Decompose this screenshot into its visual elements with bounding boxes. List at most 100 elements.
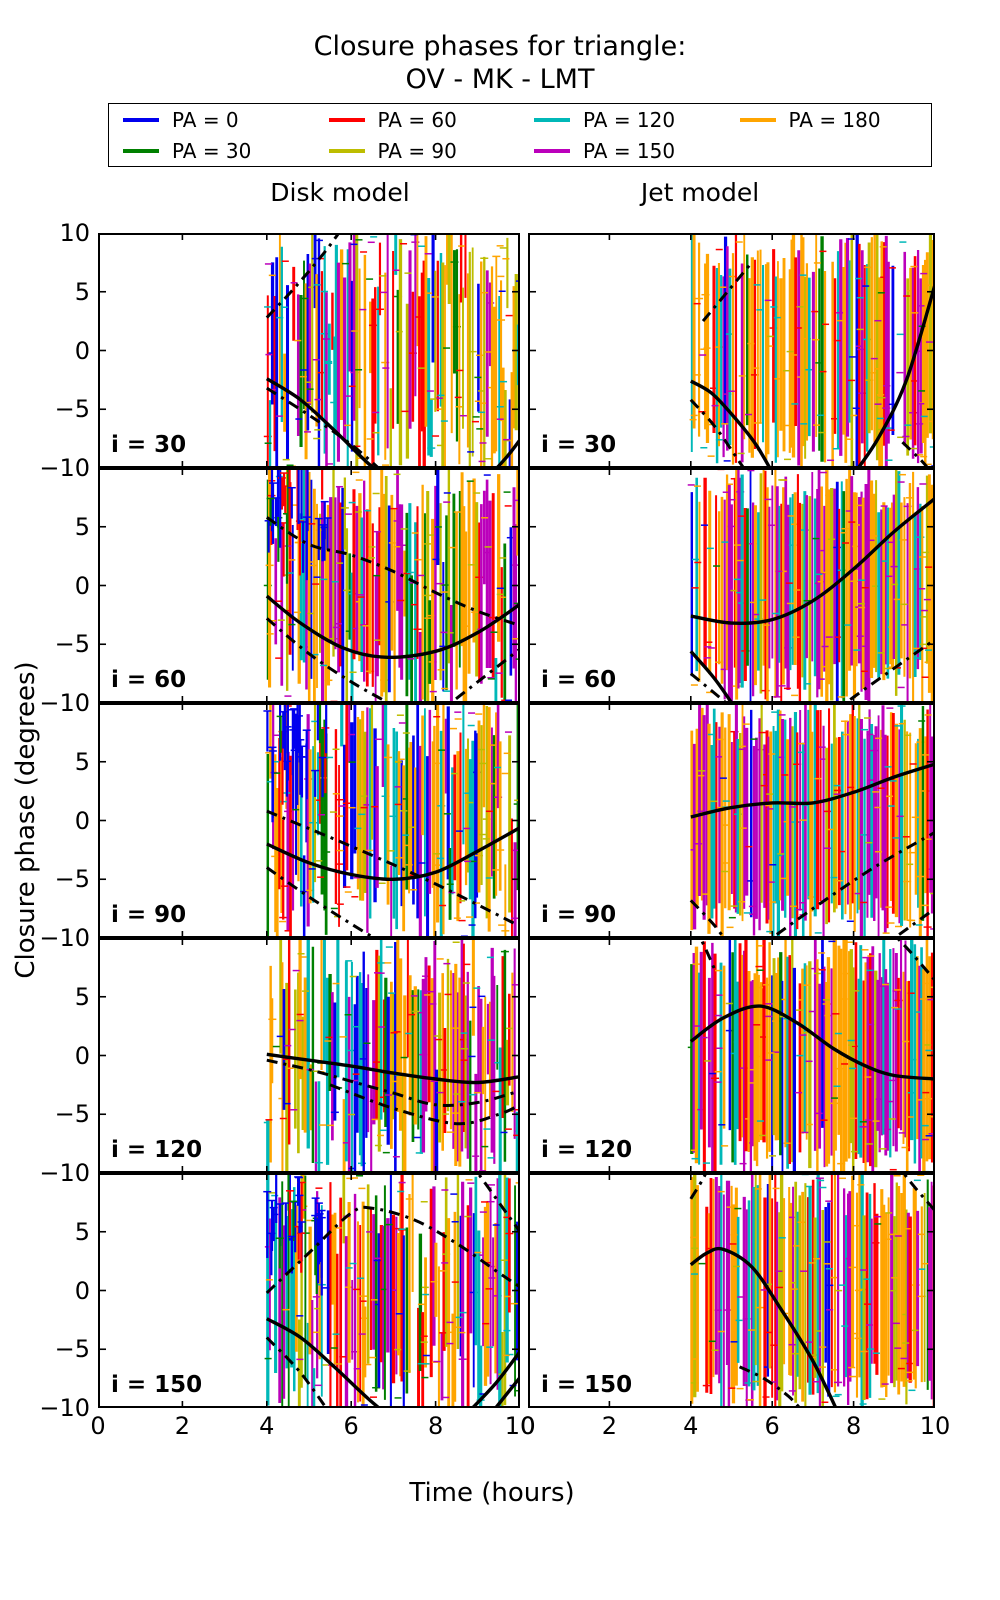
model-curve-solid	[689, 1246, 838, 1408]
model-curve-dashdot	[329, 1083, 520, 1126]
legend-label: PA = 180	[788, 107, 881, 132]
chart-title-line2: OV - MK - LMT	[405, 64, 595, 95]
panel-plot-area	[98, 233, 520, 468]
legend-item-pa30: PA = 30	[109, 139, 315, 163]
y-tick-label: −5	[54, 630, 90, 659]
panel-plot-area	[98, 1173, 520, 1408]
y-tick-label: −5	[54, 1335, 90, 1364]
y-tick-label: 0	[74, 806, 90, 835]
model-curve-dashdot	[689, 1173, 708, 1200]
model-curve-dashdot	[448, 647, 520, 703]
y-axis-label: Closure phase (degrees)	[11, 661, 41, 979]
panel-border	[98, 233, 520, 468]
model-curve-dashdot	[265, 1205, 520, 1294]
model-curve-dashdot	[689, 672, 729, 703]
x-tick-label: 2	[601, 1412, 618, 1440]
legend-line-swatch	[123, 117, 159, 122]
panel-jet-i90: i = 90	[528, 703, 935, 938]
panel-plot-area	[528, 938, 935, 1173]
noise-measurements	[687, 938, 935, 1173]
legend: PA = 0 PA = 60 PA = 120 PA = 180 PA = 30 PA =…	[108, 103, 932, 167]
x-tick-label: 2	[174, 1412, 191, 1440]
y-tick-label: −5	[54, 1100, 90, 1129]
y-tick-label: 5	[74, 277, 90, 306]
panel-jet-i30: i = 30	[528, 233, 935, 468]
panel-inclination-label: i = 30	[111, 432, 187, 458]
panel-plot-area	[528, 1173, 935, 1408]
x-tick-label: 4	[683, 1412, 699, 1440]
panel-disk-i60: i = 60	[98, 468, 520, 703]
panel-border	[98, 703, 520, 938]
model-curve-solid	[494, 438, 520, 468]
model-curve-solid	[689, 1004, 935, 1081]
panel-jet-i150: i = 150	[528, 1173, 935, 1408]
legend-item-pa0: PA = 0	[109, 108, 315, 132]
panel-disk-i30: i = 30	[98, 233, 520, 468]
legend-item-pa150: PA = 150	[520, 139, 726, 163]
noise-measurements	[689, 233, 935, 468]
model-curve-solid	[690, 497, 935, 626]
panel-border	[528, 938, 935, 1173]
legend-line-swatch	[328, 117, 365, 122]
model-curve-dashdot	[265, 516, 520, 627]
y-tick-label: 5	[74, 512, 90, 541]
x-tick-label: 10	[504, 1412, 536, 1440]
x-tick-label: 8	[845, 1412, 862, 1440]
x-tick-label: 10	[919, 1412, 951, 1440]
model-curve-dashdot	[475, 1173, 520, 1233]
legend-label: PA = 120	[583, 107, 676, 132]
legend-label: PA = 0	[172, 107, 239, 132]
legend-item-pa120: PA = 120	[520, 108, 726, 132]
column-header-disk-model: Disk model	[270, 178, 410, 207]
legend-label: PA = 30	[172, 138, 252, 163]
noise-measurements	[690, 703, 935, 938]
panel-inclination-label: i = 90	[541, 902, 617, 928]
x-tick-label: 0	[520, 1412, 536, 1440]
x-tick-label: 0	[90, 1412, 106, 1440]
panel-plot-area	[528, 233, 935, 468]
y-tick-label: 0	[74, 571, 90, 600]
panel-border	[98, 468, 520, 703]
model-curve-dashdot	[701, 261, 754, 323]
chart-title-line1: Closure phases for triangle:	[313, 31, 687, 62]
panel-plot-area	[98, 938, 520, 1173]
legend-item-pa60: PA = 60	[315, 108, 521, 132]
panel-jet-i120: i = 120	[528, 938, 935, 1173]
panel-border	[528, 703, 935, 938]
legend-line-swatch	[328, 148, 365, 153]
panel-disk-i90: i = 90	[98, 703, 520, 938]
legend-line-swatch	[534, 148, 570, 153]
column-header-jet-model: Jet model	[640, 178, 760, 207]
panel-plot-area	[98, 468, 520, 703]
noise-measurements	[263, 938, 520, 1173]
model-curve-solid	[689, 379, 772, 468]
legend-label: PA = 90	[377, 138, 457, 163]
x-tick-label: 4	[259, 1412, 275, 1440]
y-tick-label: −5	[54, 865, 90, 894]
y-tick-label: −10	[39, 924, 90, 952]
panel-plot-area	[98, 703, 520, 938]
panel-inclination-label: i = 150	[541, 1372, 633, 1398]
panel-jet-i60: i = 60	[528, 468, 935, 703]
model-curve-dashdot	[689, 899, 726, 938]
panel-inclination-label: i = 120	[111, 1137, 203, 1163]
y-tick-label: −10	[39, 1159, 90, 1187]
y-tick-label: 0	[74, 336, 90, 365]
panel-inclination-label: i = 30	[541, 432, 617, 458]
panel-border	[98, 1173, 520, 1408]
model-curve-dashdot	[895, 938, 935, 982]
model-curve-solid	[690, 762, 935, 819]
panel-plot-area	[528, 468, 935, 703]
y-tick-label: −10	[39, 454, 90, 482]
panel-border	[98, 938, 520, 1173]
model-curve-solid	[856, 284, 935, 468]
panel-disk-i120: i = 120	[98, 938, 520, 1173]
legend-line-swatch	[123, 148, 159, 153]
model-curve-dashdot	[769, 830, 935, 938]
model-curve-dashdot	[266, 1058, 520, 1107]
x-tick-label: 6	[343, 1412, 359, 1440]
noise-measurements	[690, 1173, 935, 1408]
model-curve-solid	[470, 1350, 520, 1408]
legend-line-swatch	[739, 117, 776, 122]
